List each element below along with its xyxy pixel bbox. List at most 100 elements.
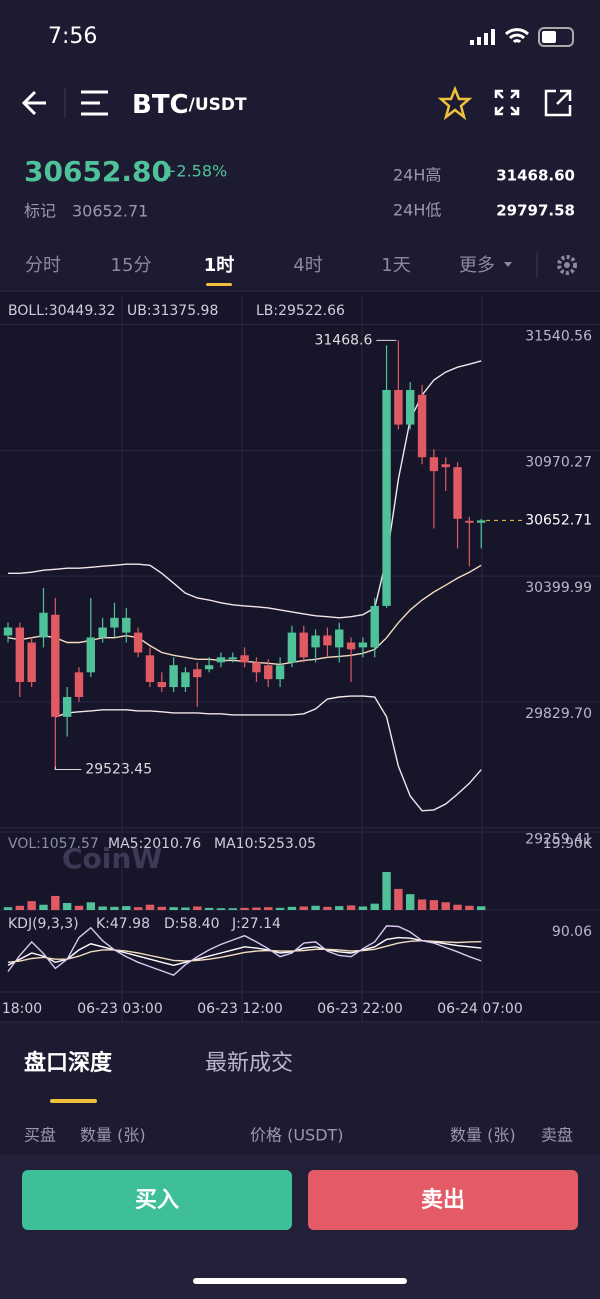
signal-icon: [470, 29, 495, 45]
kdj-legend: J:27.14: [231, 916, 281, 932]
candle-body: [204, 665, 214, 670]
symbol: BTC/USDT: [132, 90, 247, 120]
kdj-k: [7, 936, 482, 967]
volume-bar: [406, 894, 415, 910]
candle-body: [323, 635, 332, 646]
volume-legend: VOL:1057.57: [8, 836, 99, 852]
boll-upper: [8, 360, 482, 619]
price-change: +2.58%: [163, 162, 227, 181]
candle-body: [382, 389, 391, 606]
volume-bar: [157, 906, 166, 910]
interval-tabs: 分时 15分 1时 4时 1天 更多: [25, 255, 512, 286]
volume-bar: [441, 902, 450, 910]
candle-body: [145, 655, 155, 683]
candle-body: [264, 665, 273, 680]
fullscreen-button[interactable]: [494, 89, 520, 116]
watermark: CoinW: [62, 842, 162, 875]
volume-bar: [287, 906, 297, 910]
settings-button[interactable]: [557, 255, 577, 275]
y-tick-label: 29259.41: [525, 832, 592, 848]
volume-bar: [275, 907, 285, 910]
candle-body: [358, 642, 368, 648]
low-value: 29797.58: [496, 202, 575, 220]
volume-bar: [51, 895, 60, 910]
buy-label: 买入: [135, 1188, 179, 1213]
volume-bar: [453, 904, 462, 910]
buy-button[interactable]: [22, 1170, 292, 1230]
y-tick-label: 29829.70: [525, 706, 592, 722]
candle-body: [98, 627, 107, 638]
low-pointer: [54, 766, 82, 770]
order-header: 价格 (USDT): [250, 1126, 344, 1145]
kdj-j: [7, 925, 482, 977]
order-tab[interactable]: 盘口深度: [24, 1050, 113, 1076]
candle-body: [181, 672, 190, 688]
candle-body: [453, 467, 462, 519]
kdj-axis-label: 90.06: [552, 924, 592, 940]
interval-tab[interactable]: 1时: [204, 255, 235, 276]
volume-bar: [169, 907, 178, 910]
order-header: 数量 (张): [450, 1126, 516, 1145]
share-button[interactable]: [544, 89, 572, 117]
candle-body: [335, 629, 344, 648]
volume-legend: MA10:5253.05: [214, 836, 316, 852]
volume-bar: [98, 906, 107, 910]
base: BTC: [132, 90, 189, 120]
mark-label: 标记: [24, 202, 56, 221]
favorite-button[interactable]: [437, 85, 473, 121]
high-label: 24H高: [393, 166, 441, 185]
interval-tab[interactable]: 更多: [459, 255, 495, 276]
candle-body: [74, 672, 84, 698]
volume-bar: [346, 905, 356, 910]
candle-body: [133, 632, 143, 653]
candle-body: [346, 642, 356, 650]
indicator-legend: UB:31375.98: [127, 303, 218, 319]
interval-tab[interactable]: 分时: [25, 255, 61, 276]
candle-body: [169, 665, 178, 688]
low-label: 24H低: [393, 201, 441, 220]
volume-bar: [370, 903, 379, 910]
order-tab[interactable]: 最新成交: [205, 1051, 293, 1076]
interval-tab[interactable]: 4时: [293, 255, 322, 276]
volume-bar: [27, 901, 36, 910]
volume-bar: [74, 905, 84, 910]
active-indicator: [206, 283, 232, 286]
last-price: 30652.80: [24, 155, 171, 188]
candle-body: [441, 464, 450, 468]
back-button[interactable]: [21, 90, 46, 116]
mark-price: 30652.71: [72, 202, 148, 221]
volume-bar: [252, 907, 261, 910]
kdj-d: [7, 939, 482, 963]
volume-bar: [335, 906, 344, 910]
candle-body: [465, 520, 474, 523]
y-tick-label: 31540.56: [525, 329, 592, 345]
sell-label: 卖出: [421, 1187, 465, 1213]
wifi-icon: [504, 28, 530, 44]
volume-legend: MA5:2010.76: [108, 836, 201, 852]
candle-body: [275, 665, 285, 680]
volume-bar: [216, 908, 226, 910]
menu-button[interactable]: [81, 90, 108, 116]
boll-lower: [55, 695, 482, 812]
y-tick-label: 30399.99: [525, 580, 592, 596]
x-tick-label: 06-24 07:00: [437, 1001, 522, 1017]
candle-body: [86, 637, 96, 673]
volume-bar: [228, 908, 237, 910]
volume-bar: [311, 905, 320, 910]
candle-body: [394, 389, 403, 425]
candle-body: [216, 657, 226, 663]
chart: 31540.56 30970.27 30399.99 29829.70 29259.41…: [0, 296, 600, 1023]
candle-body: [477, 520, 486, 523]
interval-tab[interactable]: 15分: [111, 255, 152, 276]
candle-body: [429, 457, 439, 472]
high-value: 31468.60: [496, 167, 575, 185]
interval-tab[interactable]: 1天: [381, 255, 410, 276]
volume-bar: [193, 906, 202, 910]
candle-body: [299, 632, 308, 658]
volume-bar: [477, 906, 486, 910]
volume-bar: [240, 907, 249, 910]
x-tick-label: 06-23 22:00: [317, 1001, 402, 1017]
sell-button[interactable]: [308, 1170, 578, 1230]
volume-bar: [86, 902, 96, 910]
